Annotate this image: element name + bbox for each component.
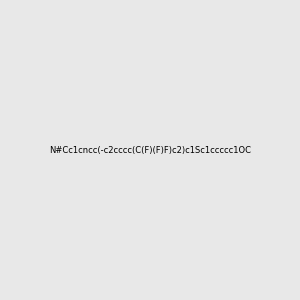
Text: N#Cc1cncc(-c2cccc(C(F)(F)F)c2)c1Sc1ccccc1OC: N#Cc1cncc(-c2cccc(C(F)(F)F)c2)c1Sc1ccccc… [49,146,251,154]
